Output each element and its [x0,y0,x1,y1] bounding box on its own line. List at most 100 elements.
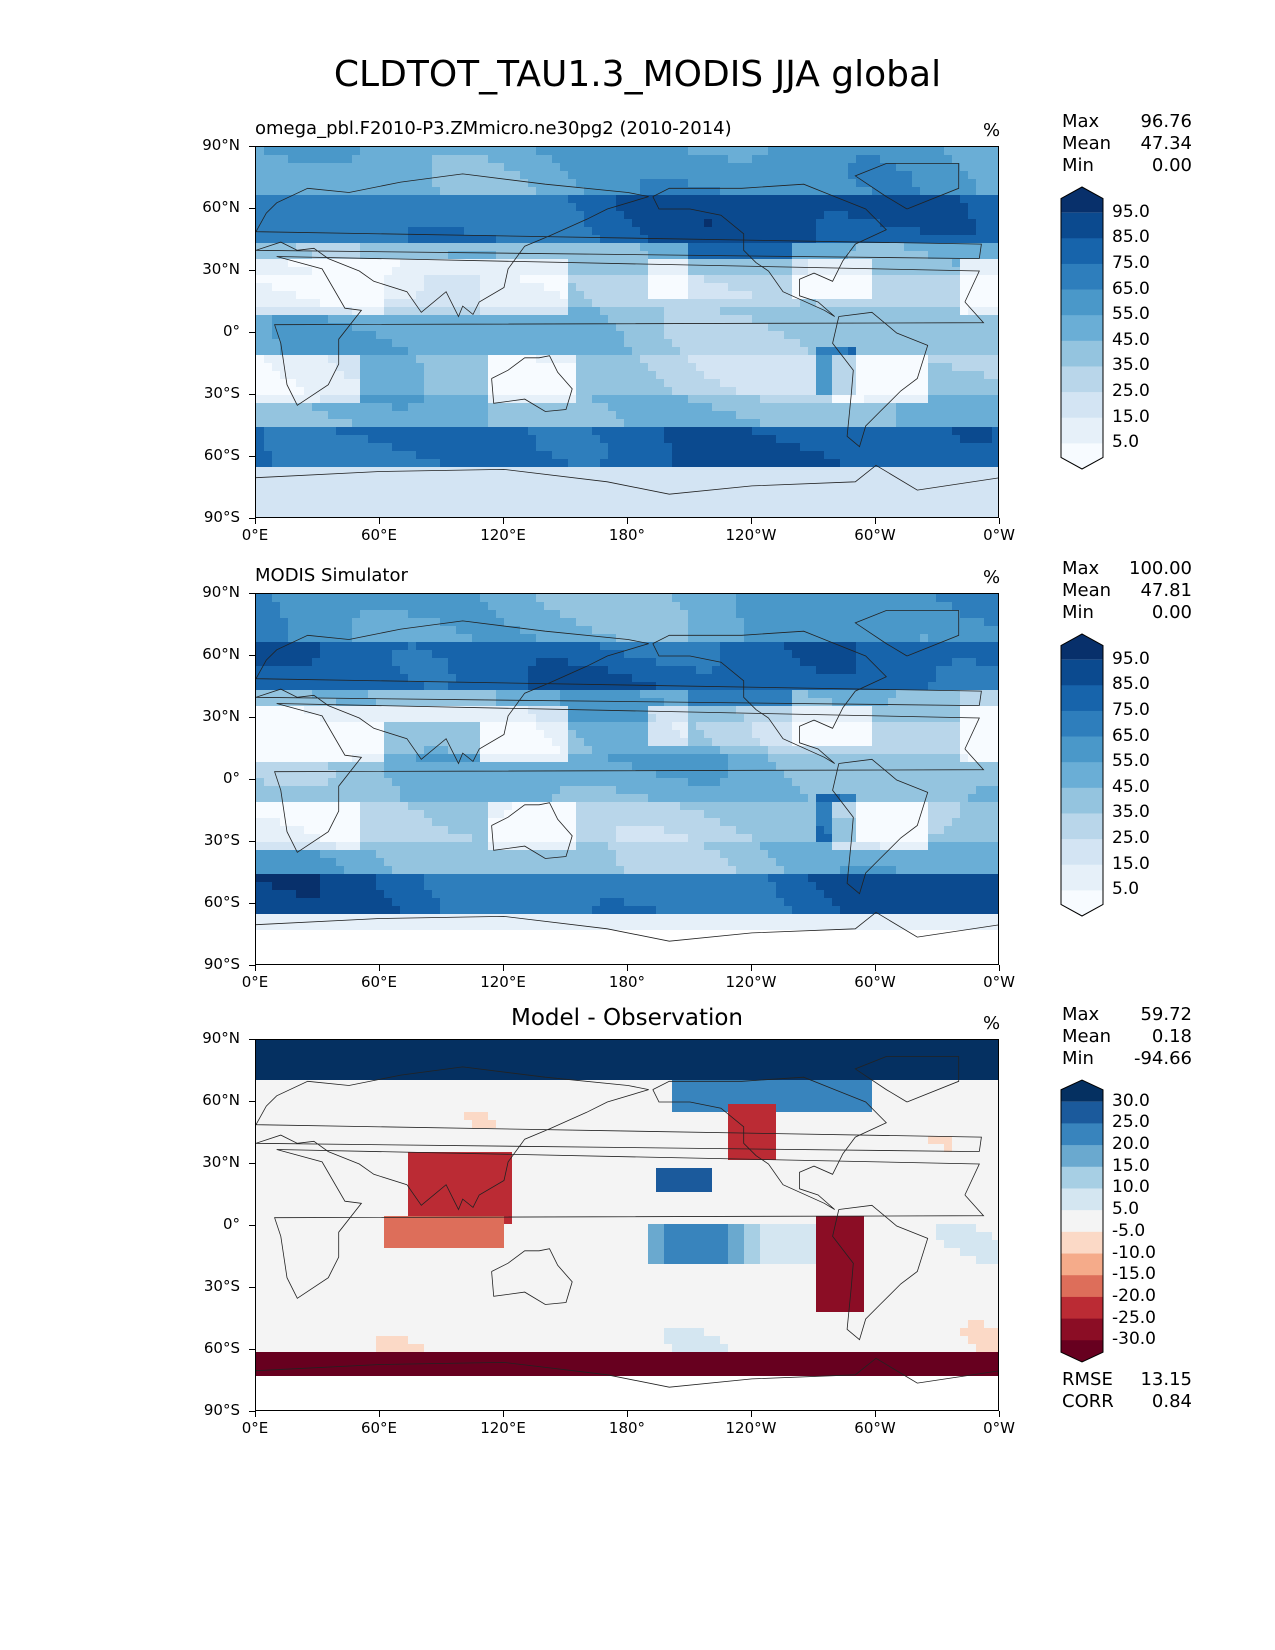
y-tick-label: 30°S [203,384,240,402]
coastline-5 [854,163,960,210]
colorbar-swatch [1061,289,1103,316]
colorbar-tick-label: 20.0 [1112,1134,1150,1155]
colorbar-swatch [1061,1340,1103,1362]
coastline-1 [256,173,982,318]
y-tick-label: 90°S [203,508,240,526]
y-tick-label: 90°S [203,1401,240,1419]
colorbar-swatch [1061,634,1103,660]
x-tick-label: 60°W [854,973,896,991]
x-tick-label: 180° [608,526,646,544]
stat-row: Mean 47.34 [1062,133,1192,155]
x-tick-label: 60°W [854,526,896,544]
colorbar-tick-label: 35.0 [1112,802,1150,823]
y-tick-label: 60°N [202,1091,240,1109]
x-tick-mark [875,518,876,524]
colorbar-tick-label: 35.0 [1112,355,1150,376]
y-tick-mark [249,456,255,457]
x-tick-mark [627,518,628,524]
colorbar-swatch [1061,659,1103,686]
stat-name: Max [1062,558,1100,579]
colorbar-tick-label: 75.0 [1112,252,1150,273]
colorbar-swatch [1061,1166,1103,1189]
x-tick-mark [875,965,876,971]
x-tick-mark [627,965,628,971]
y-tick-label: 90°N [202,583,240,601]
colorbar-swatch [1061,839,1103,866]
world-map [255,1039,999,1411]
colorbar-tick-label: 55.0 [1112,751,1150,772]
y-tick-mark [249,208,255,209]
colorbar-tick-label: 5.0 [1112,879,1140,900]
filled-contour-field [256,594,998,964]
coastline-5 [854,1056,960,1103]
x-tick-label: 120°E [480,1419,526,1437]
y-tick-label: 60°S [203,1339,240,1357]
colorbar [1060,186,1104,470]
y-tick-mark [249,841,255,842]
stat-name: Min [1062,1048,1094,1069]
colorbar-outline [1060,633,1104,917]
colorbar-swatch [1061,685,1103,712]
coastline-6 [256,464,998,495]
colorbar-swatch [1061,1145,1103,1168]
colorbar-swatch [1061,864,1103,891]
x-tick-label: 120°W [725,1419,777,1437]
coastline-1 [256,1066,982,1211]
colorbar-tick-label: 25.0 [1112,828,1150,849]
world-map [255,146,999,518]
x-tick-label: 0°W [983,973,1015,991]
coastline-4 [491,355,573,412]
y-tick-mark [249,1039,255,1040]
coastline-2 [652,630,887,764]
y-tick-mark [249,146,255,147]
colorbar-swatch [1061,762,1103,789]
x-tick-mark [503,1411,504,1417]
x-tick-label: 120°E [480,526,526,544]
y-tick-mark [249,965,255,966]
colorbar-outline [1060,186,1104,470]
stat-name: RMSE [1062,1369,1113,1390]
stat-value: 47.34 [1140,133,1192,154]
colorbar-tick-label: 30.0 [1112,1090,1150,1111]
stat-row: Mean 47.81 [1062,580,1192,602]
stat-row: Max 59.72 [1062,1004,1192,1026]
colorbar-swatch [1061,1188,1103,1211]
colorbar-tick-label: 75.0 [1112,699,1150,720]
y-tick-mark [249,1163,255,1164]
unit-label: % [983,120,1001,141]
coastline-4 [491,802,573,859]
colorbar-tick-label: -30.0 [1112,1329,1156,1350]
y-tick-label: 60°N [202,645,240,663]
coastline-2 [652,1076,887,1210]
stat-name: Max [1062,111,1100,132]
x-tick-label: 60°W [854,1419,896,1437]
x-tick-label: 180° [608,1419,646,1437]
stat-name: Mean [1062,133,1112,154]
y-tick-label: 30°N [202,707,240,725]
y-tick-label: 60°S [203,446,240,464]
y-tick-mark [249,903,255,904]
colorbar-swatch [1061,263,1103,290]
colorbar-tick-label: 45.0 [1112,329,1150,350]
colorbar-swatch [1061,1318,1103,1341]
coastline-5 [854,610,960,657]
stat-name: Mean [1062,1026,1112,1047]
colorbar-tick-label: 25.0 [1112,1112,1150,1133]
coastline-3 [832,1204,929,1341]
colorbar-tick-label: 55.0 [1112,304,1150,325]
coastline-0 [274,256,985,406]
stat-value: 59.72 [1140,1004,1192,1025]
y-tick-label: 30°N [202,260,240,278]
coastline-0 [274,703,985,853]
y-tick-label: 0° [222,1215,240,1233]
x-tick-label: 0°E [241,526,269,544]
x-tick-mark [751,1411,752,1417]
y-tick-mark [249,717,255,718]
stat-row: Min 0.00 [1062,155,1192,177]
coastline-3 [832,311,929,448]
y-tick-mark [249,1349,255,1350]
colorbar-tick-label: -15.0 [1112,1264,1156,1285]
stat-row: RMSE 13.15 [1062,1369,1192,1391]
colorbar-swatch [1061,1123,1103,1146]
colorbar-tick-label: 85.0 [1112,227,1150,248]
